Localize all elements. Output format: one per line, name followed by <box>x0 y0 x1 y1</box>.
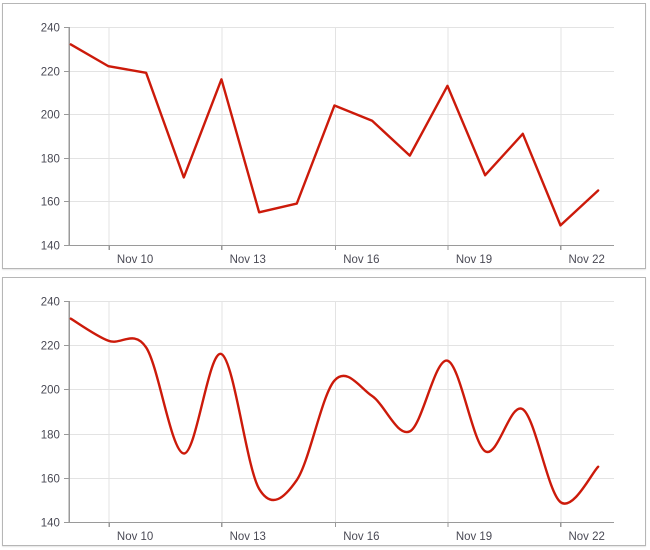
y-tick-label: 140 <box>41 517 60 529</box>
x-tick-label: Nov 19 <box>456 531 492 543</box>
axis-group <box>63 26 615 250</box>
ytick-labels-group: 140 160 180 200 220 240 <box>41 296 60 529</box>
x-tick-label: Nov 22 <box>569 254 605 266</box>
x-tick-label: Nov 22 <box>569 531 605 543</box>
y-tick-label: 160 <box>41 196 60 208</box>
y-tick-label: 220 <box>41 66 60 78</box>
x-tick-label: Nov 16 <box>343 531 379 543</box>
series-group[interactable] <box>69 43 600 227</box>
x-tick-label: Nov 16 <box>343 254 379 266</box>
y-tick-label: 180 <box>41 429 60 441</box>
y-tick-label: 240 <box>41 22 60 34</box>
y-tick-label: 200 <box>41 384 60 396</box>
x-tick-label: Nov 10 <box>117 531 153 543</box>
y-tick-label: 180 <box>41 153 60 165</box>
axis-group <box>63 300 615 527</box>
series-line[interactable] <box>69 317 600 505</box>
y-tick-label: 140 <box>41 240 60 252</box>
x-tick-label: Nov 13 <box>230 254 266 266</box>
x-tick-label: Nov 13 <box>230 531 266 543</box>
ytick-labels-group: 140 160 180 200 220 240 <box>41 22 60 252</box>
gridlines-group <box>68 27 615 246</box>
series-line[interactable] <box>69 43 600 227</box>
gridlines-group <box>68 301 615 523</box>
x-tick-label: Nov 10 <box>117 254 153 266</box>
y-tick-label: 160 <box>41 473 60 485</box>
y-tick-label: 220 <box>41 340 60 352</box>
xtick-labels-group: Nov 10 Nov 13 Nov 16 Nov 19 Nov 22 <box>117 254 605 266</box>
x-tick-label: Nov 19 <box>456 254 492 266</box>
y-tick-label: 240 <box>41 296 60 308</box>
y-tick-label: 200 <box>41 109 60 121</box>
series-group[interactable] <box>69 317 600 505</box>
chart-panel-linear[interactable]: 140 160 180 200 220 240 Nov 10 Nov 13 Nov 16 Nov… <box>2 3 646 269</box>
chart-panel-smoothed[interactable]: 140 160 180 200 220 240 Nov 10 Nov 13 Nov 16 Nov… <box>2 277 646 546</box>
xtick-labels-group: Nov 10 Nov 13 Nov 16 Nov 19 Nov 22 <box>117 531 605 543</box>
